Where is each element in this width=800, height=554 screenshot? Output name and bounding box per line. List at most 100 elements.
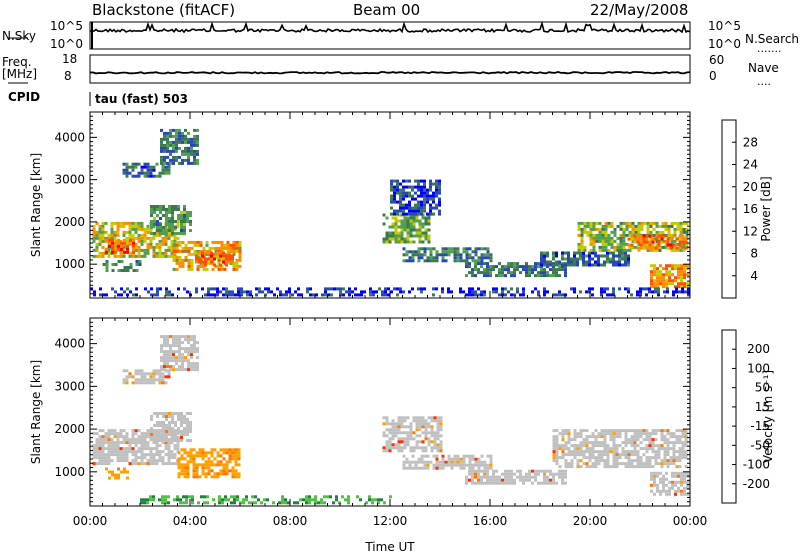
heatmap-cell <box>570 453 574 457</box>
heatmap-cell <box>486 478 489 482</box>
heatmap-cell <box>140 462 144 466</box>
heatmap-cell <box>140 501 143 505</box>
heatmap-cell <box>471 268 474 272</box>
heatmap-cell <box>396 182 399 186</box>
heatmap-cell <box>403 440 407 444</box>
heatmap-cell <box>630 459 634 463</box>
heatmap-cell <box>627 237 631 241</box>
heatmap-cell <box>651 450 655 454</box>
heatmap-cell <box>105 263 109 266</box>
heatmap-cell <box>172 353 175 357</box>
heatmap-cell <box>633 234 637 238</box>
heatmap-cell <box>480 469 483 473</box>
heatmap-cell <box>183 211 186 214</box>
heatmap-cell <box>243 290 246 294</box>
heatmap-cell <box>417 287 420 291</box>
heatmap-cell <box>131 168 135 172</box>
heatmap-cell <box>674 474 677 478</box>
heatmap-cell <box>137 456 141 460</box>
heatmap-cell <box>483 256 487 260</box>
heatmap-cell <box>104 447 108 451</box>
heatmap-cell <box>677 264 680 268</box>
heatmap-cell <box>165 220 168 223</box>
heatmap-cell <box>477 262 480 266</box>
heatmap-cell <box>207 463 211 467</box>
heatmap-cell <box>169 131 172 135</box>
heatmap-cell <box>645 456 649 460</box>
heatmap-cell <box>408 466 412 470</box>
heatmap-cell <box>107 251 111 255</box>
heatmap-cell <box>193 161 196 165</box>
heatmap-cell <box>650 273 653 277</box>
heatmap-cell <box>152 245 156 249</box>
heatmap-cell <box>660 447 664 451</box>
heatmap-cell <box>682 242 686 246</box>
heatmap-cell <box>408 200 411 204</box>
heatmap-cell <box>474 475 477 479</box>
heatmap-cell <box>403 237 407 241</box>
heatmap-cell <box>498 274 501 278</box>
heatmap-cell <box>402 197 405 201</box>
heatmap-cell <box>149 239 153 243</box>
heatmap-cell <box>619 227 623 231</box>
heatmap-cell <box>648 234 652 238</box>
heatmap-cell <box>226 240 230 244</box>
heatmap-cell <box>421 416 425 420</box>
heatmap-cell <box>417 203 420 207</box>
heatmap-cell <box>146 248 150 252</box>
heatmap-cell <box>110 444 114 448</box>
heatmap-cell <box>495 290 498 294</box>
heatmap-cell <box>129 266 133 269</box>
heatmap-cell <box>167 459 171 463</box>
heatmap-cell <box>113 239 117 243</box>
heatmap-cell <box>655 239 659 243</box>
heatmap-cell <box>409 425 413 429</box>
heatmap-cell <box>600 290 603 294</box>
heatmap-cell <box>160 368 163 372</box>
heatmap-cell <box>156 229 159 232</box>
heatmap-cell <box>92 450 96 454</box>
heatmap-cell <box>624 450 628 454</box>
heatmap-cell <box>113 432 117 436</box>
heatmap-cell <box>561 257 564 261</box>
heatmap-cell <box>391 222 395 226</box>
heatmap-cell <box>486 454 490 458</box>
heatmap-cell <box>648 432 652 436</box>
heatmap-cell <box>156 290 159 294</box>
heatmap-cell <box>159 217 162 220</box>
heatmap-cell <box>240 287 243 291</box>
heatmap-cell <box>235 243 239 247</box>
heatmap-cell <box>220 249 224 253</box>
heatmap-cell <box>191 501 194 505</box>
heatmap-cell <box>196 152 199 156</box>
heatmap-cell <box>609 465 613 469</box>
heatmap-cell <box>207 293 210 297</box>
heatmap-cell <box>576 260 579 264</box>
heatmap-cell <box>664 224 668 228</box>
heatmap-cell <box>228 448 232 452</box>
heatmap-cell <box>522 290 525 294</box>
heatmap-cell <box>92 453 96 457</box>
heatmap-cell <box>567 450 571 454</box>
heatmap-cell <box>477 481 480 485</box>
heatmap-cell <box>603 435 607 439</box>
heatmap-cell <box>683 273 686 277</box>
heatmap-cell <box>673 230 677 234</box>
heatmap-cell <box>125 165 129 169</box>
heatmap-cell <box>552 456 556 460</box>
heatmap-cell <box>603 453 607 457</box>
heatmap-cell <box>235 258 239 262</box>
heatmap-cell <box>639 459 643 463</box>
heatmap-cell <box>402 290 405 294</box>
heatmap-cell <box>104 230 108 234</box>
heatmap-cell <box>101 245 105 249</box>
heatmap-cell <box>642 246 646 250</box>
heatmap-cell <box>171 412 174 415</box>
heatmap-cell <box>166 161 169 165</box>
heatmap-cell <box>190 152 193 156</box>
heatmap-cell <box>480 256 484 260</box>
heatmap-cell <box>561 435 565 439</box>
heatmap-cell <box>156 220 159 223</box>
heatmap-cell <box>684 453 688 457</box>
heatmap-cell <box>341 495 344 499</box>
